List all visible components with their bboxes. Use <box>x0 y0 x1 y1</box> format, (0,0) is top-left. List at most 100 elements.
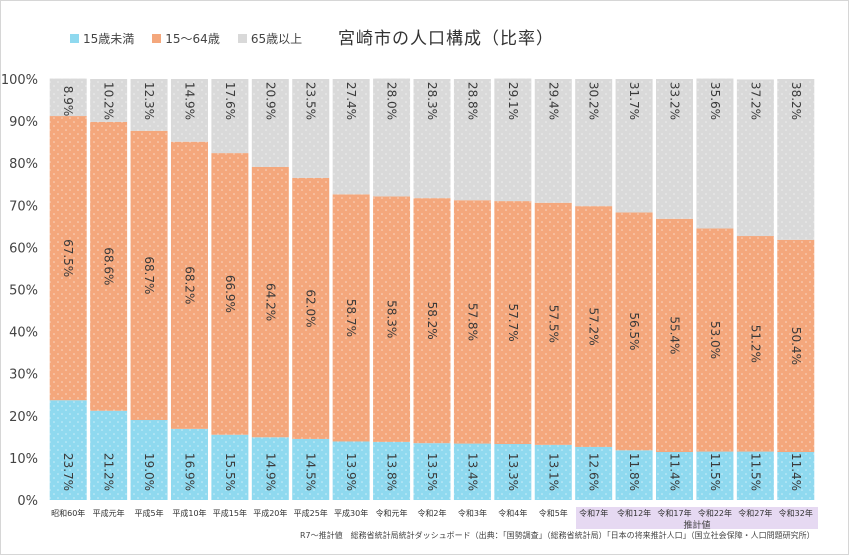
data-label-65plus-8: 28.0% <box>385 82 399 120</box>
data-label-65plus-18: 38.2% <box>789 82 803 120</box>
data-label-65plus-3: 14.9% <box>182 82 196 120</box>
legend: 15歳未満 15～64歳 65歳以上 <box>70 30 302 47</box>
x-tick-label-9: 令和2年 <box>417 508 446 518</box>
data-label-65plus-5: 20.9% <box>263 82 277 120</box>
legend-label-65plus: 65歳以上 <box>250 32 303 46</box>
data-label-under15-1: 21.2% <box>102 453 116 491</box>
estimate-band <box>576 507 818 529</box>
x-tick-label-16: 令和22年 <box>698 508 732 518</box>
data-label-under15-12: 13.1% <box>546 453 560 491</box>
y-tick-label-8: 80% <box>9 157 38 172</box>
data-label-15to64-1: 68.6% <box>102 247 116 285</box>
data-label-15to64-9: 58.2% <box>425 302 439 340</box>
data-label-65plus-10: 28.8% <box>465 82 479 120</box>
data-label-15to64-10: 57.8% <box>465 303 479 341</box>
x-tick-label-10: 令和3年 <box>458 508 487 518</box>
x-tick-label-5: 平成20年 <box>253 508 287 518</box>
data-label-15to64-5: 64.2% <box>263 283 277 321</box>
x-tick-label-3: 平成10年 <box>172 508 206 518</box>
data-label-15to64-13: 57.2% <box>587 307 601 345</box>
data-label-15to64-17: 51.2% <box>748 325 762 363</box>
y-tick-label-1: 10% <box>9 452 38 467</box>
y-tick-label-7: 70% <box>9 199 38 214</box>
data-label-under15-10: 13.4% <box>465 453 479 491</box>
y-tick-label-3: 30% <box>9 368 38 383</box>
data-label-under15-8: 13.8% <box>385 453 399 491</box>
data-label-15to64-16: 53.0% <box>708 321 722 359</box>
x-tick-label-4: 平成15年 <box>213 508 247 518</box>
data-label-15to64-2: 68.7% <box>142 256 156 294</box>
x-tick-label-13: 令和7年 <box>579 508 608 518</box>
data-label-15to64-11: 57.7% <box>506 303 520 341</box>
data-label-65plus-12: 29.4% <box>546 82 560 120</box>
y-tick-label-6: 60% <box>9 241 38 256</box>
data-label-15to64-4: 66.9% <box>223 275 237 313</box>
data-label-under15-0: 23.7% <box>61 453 75 491</box>
data-label-15to64-3: 68.2% <box>182 266 196 304</box>
data-label-15to64-0: 67.5% <box>61 239 75 277</box>
data-label-65plus-2: 12.3% <box>142 82 156 120</box>
data-label-under15-15: 11.4% <box>668 453 682 491</box>
legend-swatch-15to64 <box>152 34 162 43</box>
y-tick-label-2: 20% <box>9 410 38 425</box>
estimate-label: 推計値 <box>683 521 711 531</box>
data-label-15to64-14: 56.5% <box>627 312 641 350</box>
x-tick-label-7: 平成30年 <box>334 508 368 518</box>
x-tick-label-11: 令和4年 <box>498 508 527 518</box>
data-label-65plus-7: 27.4% <box>344 82 358 120</box>
data-label-under15-17: 11.5% <box>748 453 762 491</box>
data-label-65plus-13: 30.2% <box>587 82 601 120</box>
x-tick-label-1: 平成元年 <box>93 508 125 518</box>
x-tick-label-0: 昭和60年 <box>51 508 85 518</box>
data-label-under15-3: 16.9% <box>182 453 196 491</box>
legend-label-under15: 15歳未満 <box>83 32 135 46</box>
x-tick-label-18: 令和32年 <box>779 508 813 518</box>
data-label-under15-13: 12.6% <box>587 453 601 491</box>
x-tick-label-15: 令和17年 <box>657 508 691 518</box>
data-label-under15-6: 14.5% <box>304 453 318 491</box>
legend-swatch-65plus <box>237 34 247 43</box>
legend-item-under15: 15歳未満 <box>70 30 134 47</box>
data-label-65plus-9: 28.3% <box>425 82 439 120</box>
data-label-under15-14: 11.8% <box>627 453 641 491</box>
y-tick-label-9: 90% <box>9 115 38 130</box>
data-label-65plus-4: 17.6% <box>223 82 237 120</box>
data-label-65plus-16: 35.6% <box>708 82 722 120</box>
data-label-65plus-15: 33.2% <box>668 82 682 120</box>
data-label-65plus-6: 23.5% <box>304 82 318 120</box>
x-tick-label-12: 令和5年 <box>539 508 568 518</box>
data-label-under15-4: 15.5% <box>223 453 237 491</box>
data-label-65plus-1: 10.2% <box>102 82 116 120</box>
legend-label-15to64: 15～64歳 <box>165 32 220 46</box>
data-label-under15-9: 13.5% <box>425 453 439 491</box>
y-tick-label-10: 100% <box>1 73 38 88</box>
y-tick-label-5: 50% <box>9 284 38 299</box>
data-label-15to64-12: 57.5% <box>546 305 560 343</box>
data-label-under15-16: 11.5% <box>708 453 722 491</box>
data-label-under15-5: 14.9% <box>263 453 277 491</box>
data-label-15to64-6: 62.0% <box>304 289 318 327</box>
data-label-under15-7: 13.9% <box>344 453 358 491</box>
legend-item-15to64: 15～64歳 <box>152 30 220 47</box>
data-label-15to64-7: 58.7% <box>344 299 358 337</box>
data-label-65plus-14: 31.7% <box>627 82 641 120</box>
x-tick-label-17: 令和27年 <box>738 508 772 518</box>
data-label-65plus-0: 8.9% <box>61 86 75 117</box>
y-tick-label-4: 40% <box>9 326 38 341</box>
chart-title: 宮崎市の人口構成（比率） <box>338 29 554 49</box>
x-tick-label-8: 令和元年 <box>376 508 408 518</box>
data-label-under15-11: 13.3% <box>506 453 520 491</box>
source-note: R7～推計値 総務省統計局統計ダッシュボード（出典：「国勢調査」（総務省統計局）… <box>300 531 815 540</box>
data-label-65plus-11: 29.1% <box>506 82 520 120</box>
data-label-15to64-8: 58.3% <box>385 300 399 338</box>
data-label-65plus-17: 37.2% <box>748 82 762 120</box>
y-tick-label-0: 0% <box>17 494 38 509</box>
x-tick-label-14: 令和12年 <box>617 508 651 518</box>
x-tick-label-2: 平成5年 <box>135 508 164 518</box>
data-label-15to64-18: 50.4% <box>789 327 803 365</box>
x-tick-label-6: 平成25年 <box>294 508 328 518</box>
data-label-15to64-15: 55.4% <box>668 316 682 354</box>
legend-item-65plus: 65歳以上 <box>237 30 303 47</box>
